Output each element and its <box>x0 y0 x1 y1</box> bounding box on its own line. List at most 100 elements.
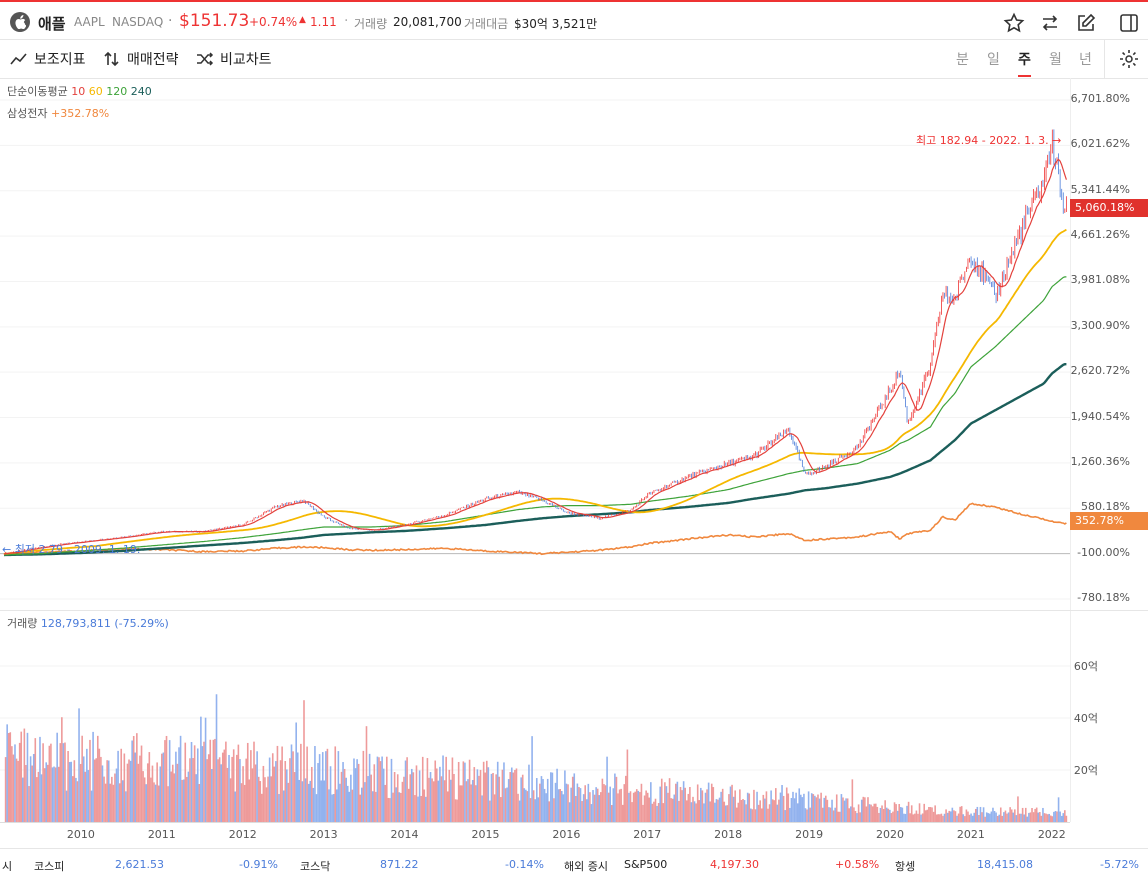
volume-bar <box>471 780 474 822</box>
volume-bar <box>4 757 7 822</box>
volume-bar <box>20 731 23 822</box>
volume-bar <box>165 735 168 822</box>
x-tick-2010: 2010 <box>66 828 95 841</box>
volume-bar <box>534 799 537 822</box>
volume-bar <box>595 787 597 822</box>
volume-bar <box>417 796 419 822</box>
volume-bar <box>914 813 916 822</box>
volume-bar <box>443 780 446 822</box>
volume-bar <box>846 798 849 822</box>
volume-bar <box>748 793 751 822</box>
volume-bar <box>389 798 391 822</box>
volume-bar <box>421 756 424 822</box>
volume-bar <box>95 758 98 822</box>
volume-bar <box>253 741 255 822</box>
volume-bar <box>332 794 335 822</box>
volume-bar <box>415 765 418 822</box>
footer-kospi-name[interactable]: 코스피 <box>34 860 65 873</box>
volume-bar <box>606 756 608 822</box>
volume-bar <box>162 752 165 822</box>
volume-bar <box>315 794 318 822</box>
volume-bar <box>960 806 963 822</box>
panel-toggle-icon[interactable] <box>1118 12 1140 34</box>
volume-bar <box>232 749 235 822</box>
volume-y-tick-2: 20억 <box>1073 764 1098 777</box>
volume-bar <box>934 805 936 822</box>
volume-bar <box>912 814 915 822</box>
volume-bar <box>76 781 79 822</box>
volume-bar <box>118 783 121 822</box>
ma240-line <box>3 363 1067 557</box>
volume-bar <box>543 788 546 822</box>
swap-icon[interactable] <box>1039 12 1061 34</box>
volume-bar <box>917 813 919 822</box>
x-tick-2011: 2011 <box>147 828 176 841</box>
volume-bar <box>21 777 24 822</box>
volume-bar <box>760 808 763 822</box>
volume-bar <box>504 788 507 822</box>
star-icon[interactable] <box>1003 12 1025 34</box>
compare-button[interactable]: 비교차트 <box>196 49 272 69</box>
period-day-tab[interactable]: 일 <box>987 52 1000 68</box>
volume-bar <box>32 753 35 822</box>
volume-bar <box>256 751 258 822</box>
volume-bar <box>967 811 969 822</box>
volume-bar <box>200 716 202 822</box>
price-chart[interactable] <box>0 78 1070 610</box>
volume-bar <box>959 806 961 822</box>
indicators-button[interactable]: 보조지표 <box>10 49 86 69</box>
price-pct-badge: 5,060.18% <box>1070 199 1148 217</box>
edit-icon[interactable] <box>1075 12 1097 34</box>
volume-bar <box>956 815 958 822</box>
volume-bar <box>500 797 502 822</box>
volume-bar <box>1034 808 1036 822</box>
volume-bar <box>29 756 32 822</box>
footer-overseas-label[interactable]: 해외 증시 <box>564 860 608 873</box>
footer-kosdaq-name[interactable]: 코스닥 <box>300 860 331 873</box>
volume-bar <box>690 802 693 822</box>
candlestick-series <box>5 129 1067 555</box>
volume-bar <box>225 741 227 822</box>
period-month-tab[interactable]: 월 <box>1049 52 1062 68</box>
period-week-tab[interactable]: 주 <box>1018 49 1031 77</box>
volume-bar <box>56 732 58 822</box>
volume-bar <box>495 774 497 822</box>
period-year-tab[interactable]: 년 <box>1079 52 1092 68</box>
volume-bar <box>351 789 354 822</box>
volume-bar <box>290 744 293 822</box>
gear-icon[interactable] <box>1118 48 1140 70</box>
volume-bar <box>218 757 221 822</box>
volume-bar <box>231 756 233 822</box>
volume-bar <box>211 769 213 822</box>
volume-bar <box>726 805 729 822</box>
volume-bar <box>525 789 527 822</box>
volume-bar <box>920 814 922 822</box>
strategy-button[interactable]: 매매전략 <box>103 49 179 69</box>
volume-bar <box>407 788 410 822</box>
volume-bar <box>853 807 855 822</box>
samsung-compare-line <box>3 502 1067 556</box>
volume-bar <box>7 733 10 822</box>
volume-bar <box>492 772 494 822</box>
volume-bar <box>284 760 287 822</box>
period-minute-tab[interactable]: 분 <box>956 52 969 68</box>
footer-hangseng-name[interactable]: 항셍 <box>895 860 916 873</box>
volume-bar <box>45 762 48 822</box>
volume-bar <box>129 760 132 822</box>
volume-bar <box>943 813 946 822</box>
volume-bar <box>123 753 126 822</box>
volume-bar <box>126 763 129 822</box>
volume-bar <box>521 774 524 822</box>
volume-bar <box>128 759 130 822</box>
volume-bar <box>64 742 66 822</box>
volume-bar <box>657 803 660 822</box>
footer-item-0[interactable]: 시 <box>2 860 13 873</box>
volume-chart[interactable] <box>0 640 1070 822</box>
volume-bar <box>354 768 357 822</box>
volume-bar <box>345 777 347 822</box>
footer-sp500-name[interactable]: S&P500 <box>624 858 668 871</box>
volume-bar <box>796 803 799 822</box>
volume-bar <box>254 764 257 822</box>
volume-bar <box>176 763 179 822</box>
volume-bar <box>648 797 651 822</box>
